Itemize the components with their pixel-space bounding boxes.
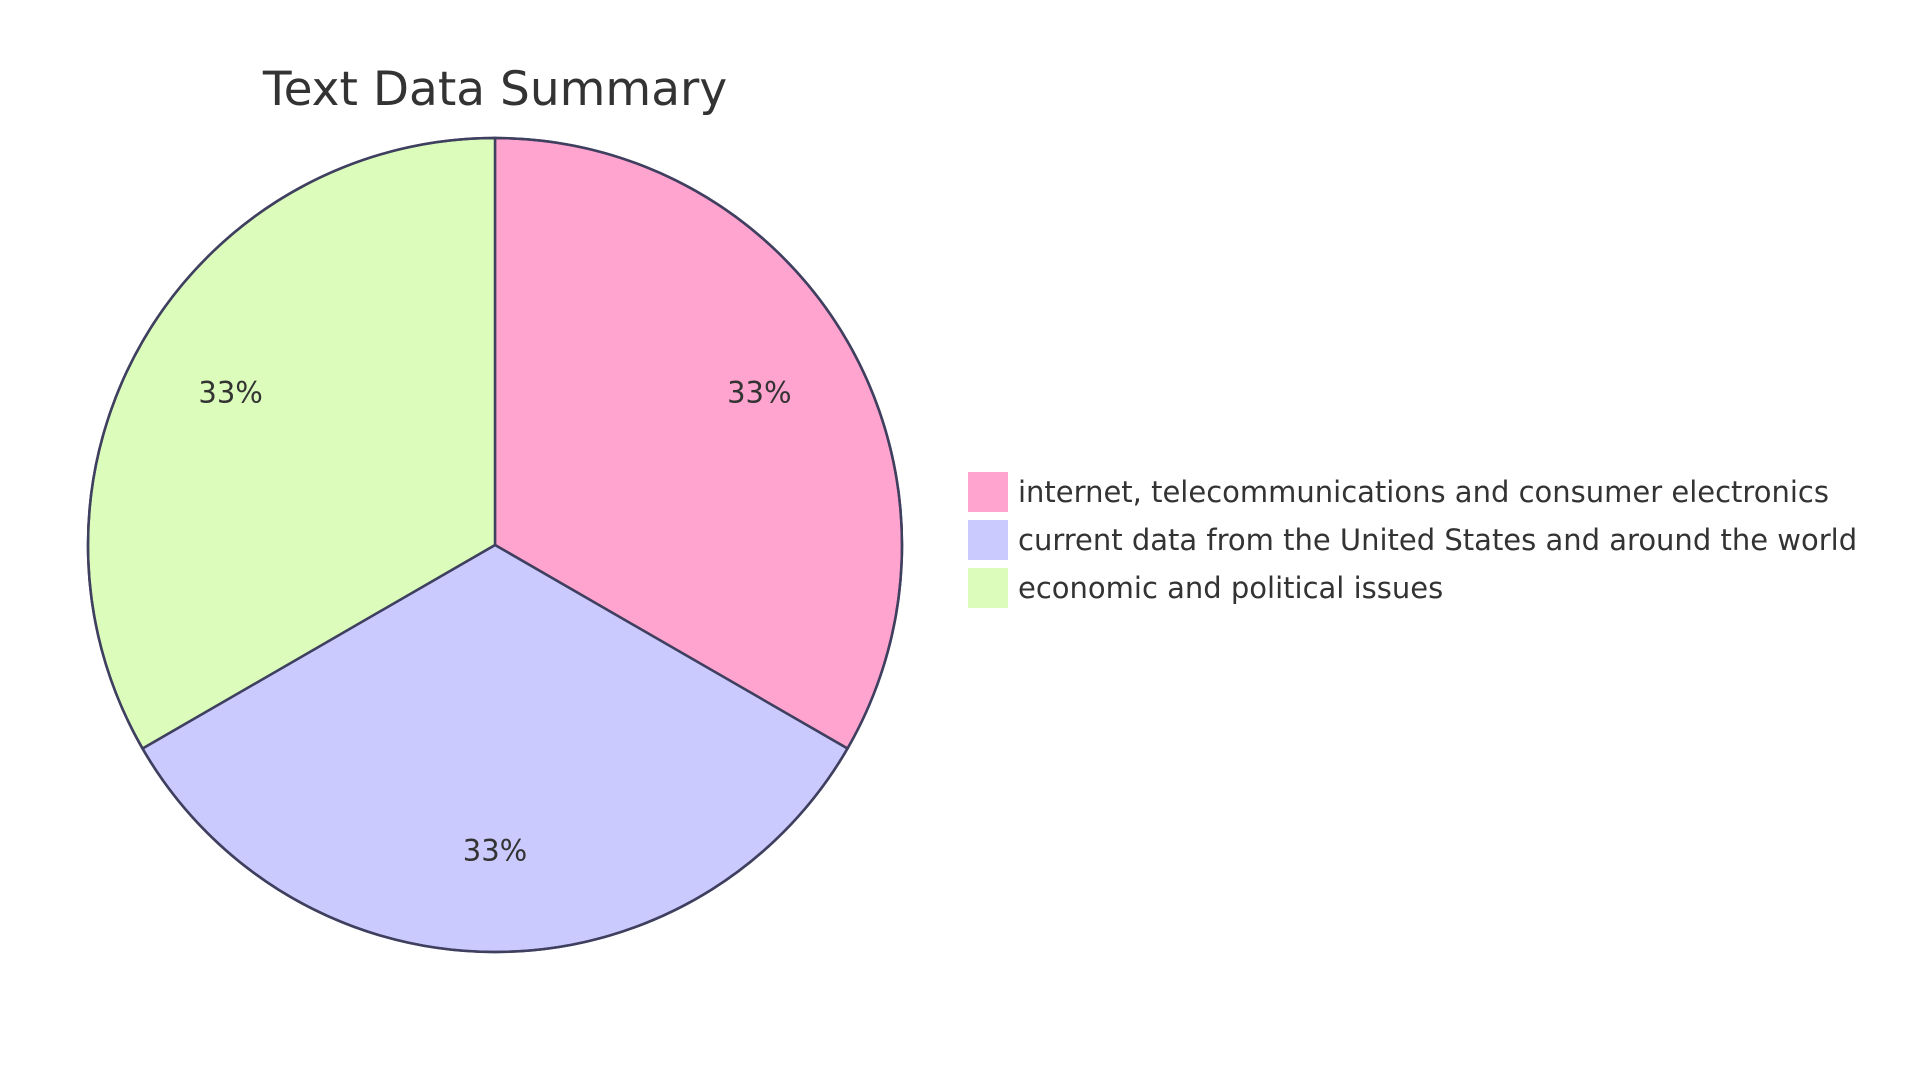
pie-slice-labels: 33% 33% 33% [198,375,791,867]
pie-outline [86,136,904,954]
legend-swatch-2 [968,568,1008,608]
legend: internet, telecommunications and consume… [968,472,1857,608]
pie-slice-label-1: 33% [463,833,527,867]
legend-label-1: current data from the United States and … [1018,523,1857,557]
legend-swatch-1 [968,520,1008,560]
pie-slices [86,136,904,954]
pie-slice-label-0: 33% [727,375,791,409]
legend-swatch-0 [968,472,1008,512]
legend-label-0: internet, telecommunications and consume… [1018,475,1829,509]
chart-title: Text Data Summary [262,62,727,117]
legend-label-2: economic and political issues [1018,571,1443,605]
pie-slice-label-2: 33% [198,375,262,409]
